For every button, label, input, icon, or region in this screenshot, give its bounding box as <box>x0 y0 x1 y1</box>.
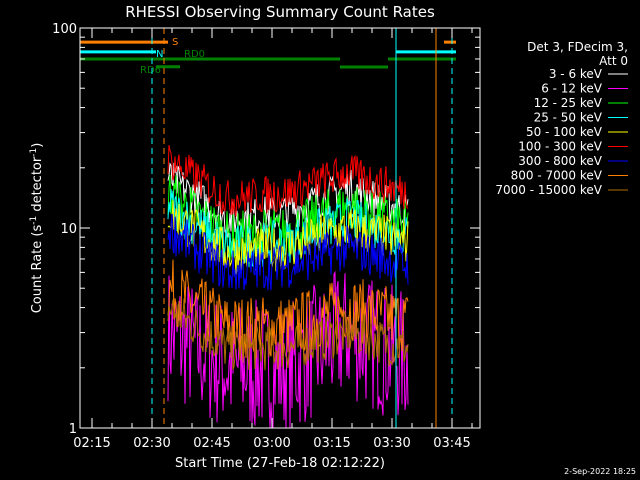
x-tick-label: 02:45 <box>193 436 230 451</box>
flag-bars: SN RD6 RD0 <box>80 37 456 76</box>
legend-entry-label: 800 - 7000 keV <box>511 169 603 183</box>
legend-entry-label: 12 - 25 keV <box>534 96 603 110</box>
legend-header-line-2: Att 0 <box>599 54 628 68</box>
y-axis: 1 10 100 <box>52 22 480 437</box>
y-axis-label-exponent: -1 <box>29 216 39 225</box>
flag-label: S <box>172 37 178 48</box>
legend-entry-label: 25 - 50 keV <box>534 111 603 125</box>
y-axis-label-close: ) <box>30 143 45 148</box>
chart-title: RHESSI Observing Summary Count Rates <box>125 3 435 21</box>
y-axis-label-main: Count Rate (s <box>30 225 45 314</box>
flag-label: N <box>156 49 163 60</box>
x-tick-label: 03:15 <box>313 436 350 451</box>
series-line <box>167 145 409 217</box>
legend-entry-label: 3 - 6 keV <box>549 67 603 81</box>
x-tick-label: 03:45 <box>433 436 470 451</box>
flag-label: RD0 <box>184 49 205 60</box>
y-tick-label: 1 <box>69 422 77 437</box>
x-tick-label: 02:30 <box>133 436 170 451</box>
series-line <box>167 213 409 291</box>
legend-entry-label: 6 - 12 keV <box>541 82 603 96</box>
flag-label: RD6 <box>140 65 161 76</box>
legend-header-line-1: Det 3, FDecim 3, <box>527 40 628 54</box>
x-tick-label: 03:30 <box>373 436 410 451</box>
series-line <box>167 259 409 360</box>
series-line <box>167 298 409 371</box>
footer-date: 2-Sep-2022 18:25 <box>564 467 636 476</box>
y-axis-label-exponent-2: -1 <box>29 148 39 157</box>
x-axis: 02:15 02:30 02:45 03:00 03:15 03:30 03:45 <box>73 28 473 451</box>
x-axis-label: Start Time (27-Feb-18 02:12:22) <box>175 456 385 471</box>
y-axis-label-detector: detector <box>30 156 45 216</box>
plot-area <box>167 145 409 429</box>
legend-entry-label: 7000 - 15000 keV <box>495 183 602 197</box>
y-tick-label: 10 <box>60 222 77 237</box>
x-tick-label: 03:00 <box>253 436 290 451</box>
x-tick-label: 02:15 <box>73 436 110 451</box>
legend-entry-label: 50 - 100 keV <box>526 125 603 139</box>
y-tick-label: 100 <box>52 22 77 37</box>
legend-entry-label: 100 - 300 keV <box>518 140 602 154</box>
y-axis-label: Count Rate (s-1 detector-1) <box>29 143 45 314</box>
legend-entry-label: 300 - 800 keV <box>518 154 602 168</box>
